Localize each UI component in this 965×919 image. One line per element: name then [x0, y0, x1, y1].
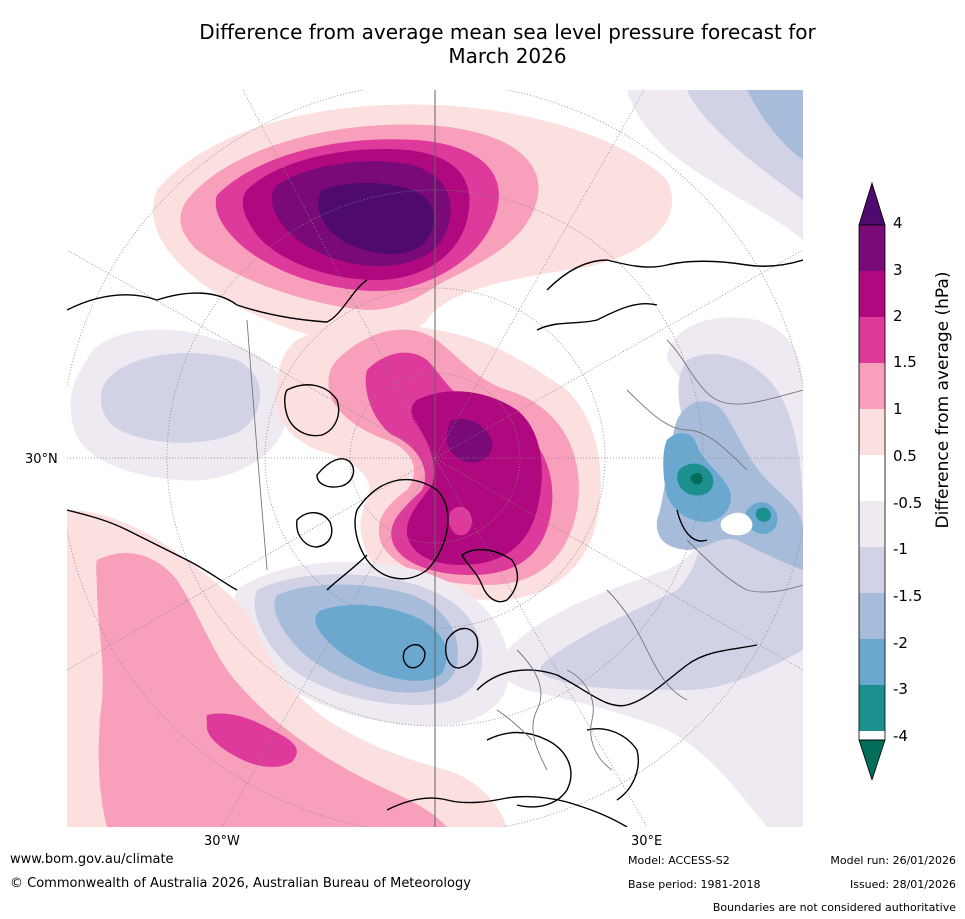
colorbar-tick-2: 2 — [893, 307, 903, 325]
lon-label-30e: 30°E — [631, 834, 663, 849]
colorbar-tick-0-5: 0.5 — [893, 447, 917, 465]
title-line-2: March 2026 — [448, 44, 567, 68]
colorbar-swatch-neg-1-5 — [859, 593, 885, 639]
colorbar-swatch-2 — [859, 317, 885, 363]
lon-label-30w: 30°W — [204, 834, 240, 849]
colorbar-tick-1-5: 1.5 — [893, 353, 917, 371]
map-svg — [67, 90, 803, 827]
anomaly-west-atlantic-low — [70, 329, 289, 481]
colorbar-tick-3: 3 — [893, 261, 903, 279]
colorbar-swatch-neg-3 — [859, 685, 885, 731]
colorbar-tick-neg-1-5: -1.5 — [893, 587, 923, 605]
footer-issued: Issued: 28/01/2026 — [849, 878, 956, 891]
footer-boundaries: Boundaries are not considered authoritat… — [712, 901, 956, 914]
colorbar-tick-neg-2: -2 — [893, 634, 908, 652]
colorbar-swatch-neg-2 — [859, 639, 885, 685]
anomaly-eurasia-low — [498, 317, 803, 827]
colorbar-swatch-neg-1 — [859, 547, 885, 593]
country-borders — [246, 319, 803, 771]
colorbar-frame — [858, 224, 886, 741]
colorbar-tick-1: 1 — [893, 400, 903, 418]
colorbar-swatch-3 — [859, 271, 885, 317]
anomaly-north-atlantic-low — [233, 561, 510, 726]
colorbar-swatch-4 — [859, 225, 885, 271]
anomaly-upper-right-low — [627, 90, 803, 240]
title-line-1: Difference from average mean sea level p… — [199, 20, 816, 44]
footer-copyright: © Commonwealth of Australia 2026, Austra… — [10, 876, 471, 891]
colorbar-tick-4: 4 — [893, 214, 903, 232]
colorbar-tick-neg-0-5: -0.5 — [893, 494, 923, 512]
footer-url[interactable]: www.bom.gov.au/climate — [10, 852, 174, 867]
colorbar-tick-neg-4: -4 — [893, 727, 908, 745]
colorbar-swatch-0-5 — [859, 455, 885, 501]
coastlines — [67, 259, 803, 827]
colorbar-title: Difference from average (hPa) — [933, 271, 953, 529]
colorbar-swatch-1-5 — [859, 363, 885, 409]
footer-base-period: Base period: 1981-2018 — [628, 878, 761, 891]
colorbar-tick-neg-1: -1 — [893, 540, 908, 558]
colorbar-swatch-1 — [859, 409, 885, 455]
anomaly-arctic-high — [275, 323, 601, 600]
anomaly-north-pacific-high — [153, 104, 673, 343]
lat-label-30n: 30°N — [25, 452, 58, 467]
colorbar-tick-neg-3: -3 — [893, 680, 908, 698]
colorbar-extension-over — [858, 181, 886, 226]
footer-model-run: Model run: 26/01/2026 — [830, 854, 956, 867]
map-panel — [67, 90, 803, 827]
colorbar-swatch-neg-0-5 — [859, 501, 885, 547]
colorbar-extension-under — [858, 739, 886, 780]
chart-title: Difference from average mean sea level p… — [150, 20, 865, 68]
colorbar — [858, 181, 886, 780]
footer-model: Model: ACCESS-S2 — [628, 854, 730, 867]
anomaly-subtropical-atlantic-high — [67, 510, 507, 827]
